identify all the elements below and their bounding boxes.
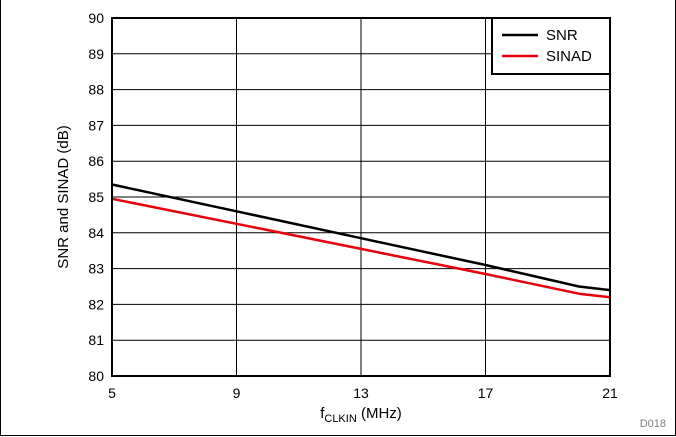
y-tick-label: 86 [88,153,104,169]
series-line-snr [111,183,611,292]
y-tick-label: 87 [88,117,104,133]
x-tick-label: 17 [478,385,494,401]
y-tick-label: 80 [88,368,104,384]
y-tick-label: 81 [88,332,104,348]
series-line-sinad [111,197,611,299]
y-tick-label: 83 [88,261,104,277]
figure-id-note: D018 [640,418,666,430]
legend-box [491,17,611,75]
y-axis-label: SNR and SINAD (dB) [55,125,72,268]
series-lines [111,183,611,299]
x-tick-label: 5 [108,385,116,401]
y-tick-label: 84 [88,225,104,241]
y-tick-label: 90 [88,10,104,26]
x-tick-label: 9 [233,385,241,401]
x-axis-label: fCLKIN (MHz) [320,405,402,425]
x-tick-labels: 5 9 13 17 21 [108,385,618,401]
legend: SNR SINAD [491,17,611,75]
x-axis-label-unit: (MHz) [357,405,402,422]
x-axis-label-main: f [320,405,325,422]
legend-label: SNR [546,27,578,44]
y-tick-labels: 80 81 82 83 84 85 86 87 88 89 90 [88,10,104,384]
x-tick-label: 13 [353,385,369,401]
x-axis-label-subscript: CLKIN [324,413,356,425]
y-tick-label: 89 [88,46,104,62]
y-tick-label: 85 [88,189,104,205]
legend-label: SINAD [546,48,592,65]
plot-area [111,17,611,377]
y-tick-label: 82 [88,296,104,312]
y-tick-label: 88 [88,82,104,98]
x-tick-label: 21 [602,385,618,401]
